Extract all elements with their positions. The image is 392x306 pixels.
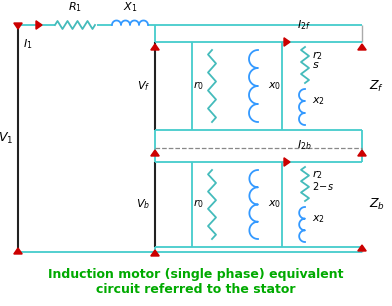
Text: $X_1$: $X_1$ — [123, 0, 137, 14]
Text: $V_f$: $V_f$ — [137, 79, 150, 93]
Text: $x_2$: $x_2$ — [312, 95, 325, 107]
Text: $r_0$: $r_0$ — [193, 198, 204, 211]
Polygon shape — [14, 248, 22, 254]
Text: $x_0$: $x_0$ — [268, 80, 281, 92]
Polygon shape — [14, 23, 22, 29]
Text: Induction motor (single phase) equivalent
circuit referred to the stator: Induction motor (single phase) equivalen… — [48, 268, 344, 296]
Text: $V_b$: $V_b$ — [136, 197, 150, 211]
Text: $I_{2f}$: $I_{2f}$ — [297, 18, 311, 32]
Polygon shape — [358, 44, 366, 50]
Polygon shape — [358, 150, 366, 156]
Polygon shape — [151, 250, 159, 256]
Text: $r_0$: $r_0$ — [193, 80, 204, 92]
Text: $r_2$: $r_2$ — [312, 169, 323, 181]
Text: $x_0$: $x_0$ — [268, 198, 281, 210]
Polygon shape — [358, 245, 366, 251]
Text: $2\!-\!s$: $2\!-\!s$ — [312, 180, 334, 192]
Polygon shape — [284, 158, 290, 166]
Polygon shape — [151, 44, 159, 50]
Text: $x_2$: $x_2$ — [312, 213, 325, 225]
Polygon shape — [151, 150, 159, 156]
Text: $V_1$: $V_1$ — [0, 130, 13, 146]
Text: $R_1$: $R_1$ — [68, 0, 82, 14]
Text: $I_{2b}$: $I_{2b}$ — [297, 138, 311, 152]
Text: $r_2$: $r_2$ — [312, 50, 323, 62]
Text: $Z_f$: $Z_f$ — [369, 78, 384, 94]
Polygon shape — [284, 38, 290, 46]
Text: $Z_b$: $Z_b$ — [369, 196, 385, 211]
Text: $s$: $s$ — [312, 60, 319, 70]
Polygon shape — [36, 21, 42, 29]
Text: $I_1$: $I_1$ — [23, 37, 33, 51]
